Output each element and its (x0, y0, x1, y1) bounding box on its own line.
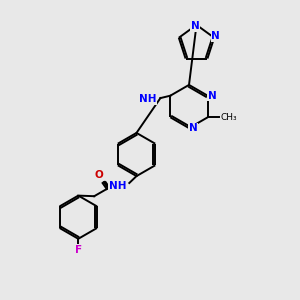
Text: N: N (208, 91, 216, 101)
Text: O: O (95, 170, 104, 180)
Text: N: N (189, 123, 198, 133)
Text: NH: NH (109, 181, 126, 191)
Text: N: N (190, 21, 200, 32)
Text: F: F (75, 244, 82, 255)
Text: N: N (211, 31, 220, 41)
Text: NH: NH (139, 94, 157, 104)
Text: CH₃: CH₃ (221, 113, 238, 122)
